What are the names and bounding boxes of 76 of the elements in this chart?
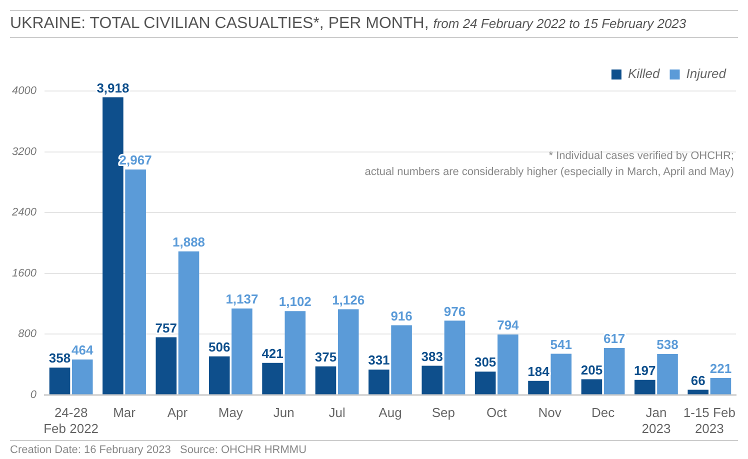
x-tick-label: 24-28 Feb 2022: [44, 405, 99, 436]
x-tick-label: Jul: [328, 405, 346, 420]
chart-subtitle: from 24 February 2022 to 15 February 2023: [433, 16, 686, 31]
bar: [208, 356, 230, 394]
text: Creation Date: 16 February 2023: [10, 444, 171, 456]
bar: [710, 378, 732, 394]
bar: [528, 380, 549, 394]
y-tick-label: 2400: [10, 206, 38, 219]
x-tick-label: Aug: [378, 405, 402, 420]
bar: [550, 354, 572, 394]
x-tick-label: Sep: [432, 405, 455, 420]
y-tick-label: 3200: [12, 146, 38, 158]
x-tick-label: Jan 2023: [642, 405, 671, 436]
x-tick-label: Oct: [486, 405, 508, 420]
data-label: 1,126: [332, 292, 365, 308]
bar: [284, 311, 306, 394]
data-label: 3,918: [96, 80, 130, 96]
bar: [315, 366, 336, 394]
y-tick-label: 1600: [12, 267, 38, 280]
data-label: 617: [603, 331, 626, 346]
x-tick-label: Apr: [167, 405, 188, 420]
data-label: 331: [368, 352, 390, 368]
x-tick-label: Jun: [273, 405, 294, 420]
x-tick-label: May: [218, 405, 244, 420]
data-label: 305: [474, 354, 496, 370]
x-tick-label: Nov: [538, 405, 562, 420]
bar: [444, 320, 466, 394]
y-tick-label: 0: [30, 388, 38, 401]
bar: [604, 348, 625, 394]
data-label: 1,102: [278, 294, 312, 310]
y-tick-label: 800: [18, 328, 38, 340]
data-label: 221: [710, 361, 732, 376]
data-label: 976: [444, 304, 466, 319]
data-label: 66: [690, 372, 706, 388]
data-label: 197: [634, 362, 656, 378]
bar: [474, 372, 496, 394]
data-label: 383: [421, 348, 443, 364]
x-tick-label: 1-15 Feb 2023: [683, 405, 736, 436]
bar: [391, 325, 412, 394]
bar: [49, 368, 70, 394]
data-label: 375: [314, 349, 337, 364]
y-tick-label: 4000: [12, 85, 38, 98]
data-label: 757: [155, 320, 178, 336]
data-label: 541: [550, 336, 572, 352]
data-label: 794: [497, 318, 520, 333]
data-label: 538: [656, 337, 678, 352]
annotation: * Individual cases verified by OHCHR; actual numbers are considerably higher (especially in March, April and May): [364, 149, 734, 180]
legend-label: Killed: [628, 66, 661, 82]
x-tick-label: Dec: [591, 405, 616, 420]
data-label: 464: [72, 342, 94, 358]
bar: [262, 362, 283, 394]
bar: [178, 251, 200, 394]
bar: [581, 379, 602, 394]
data-label: 358: [48, 350, 71, 366]
data-label: 205: [580, 362, 603, 378]
bar: [338, 309, 359, 394]
data-label: 184: [528, 364, 550, 379]
bar: [688, 390, 708, 394]
bar: [156, 337, 177, 394]
legend-label: Injured: [686, 66, 727, 82]
source-note: Source: OHCHR HRMMU: [180, 444, 307, 456]
bar: [634, 380, 656, 394]
bar: [422, 366, 443, 394]
data-label: 1,888: [172, 234, 206, 250]
data-label: 506: [208, 339, 230, 354]
data-label: 1,137: [226, 292, 258, 307]
bar: [657, 354, 678, 394]
bar: [72, 360, 93, 394]
bar: [125, 169, 146, 394]
bar: [232, 308, 252, 394]
data-label: 421: [262, 346, 284, 361]
chart-title: UKRAINE: TOTAL CIVILIAN CASUALTIES*, PER MONTH,: [10, 15, 429, 32]
bar: [368, 370, 390, 394]
data-label: 916: [390, 308, 412, 324]
bar: [498, 334, 518, 394]
x-tick-label: Mar: [113, 405, 136, 420]
